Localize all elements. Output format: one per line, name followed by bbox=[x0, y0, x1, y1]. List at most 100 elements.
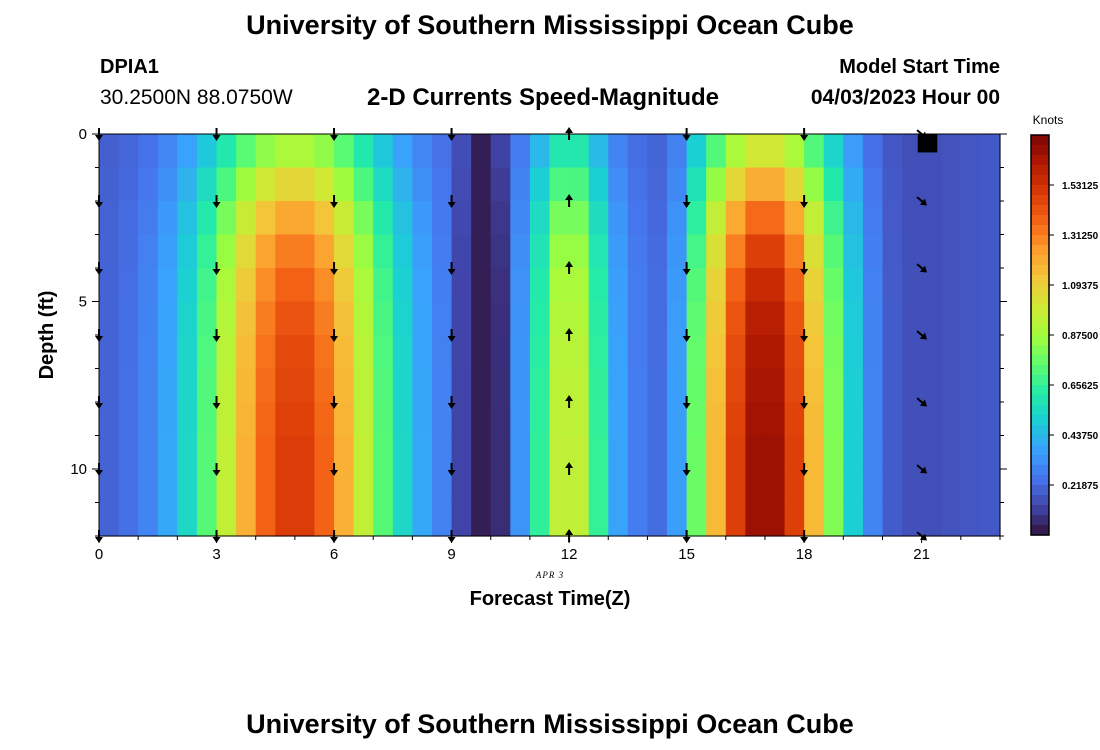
heatmap-cell bbox=[451, 201, 472, 236]
heatmap-cell bbox=[764, 167, 786, 202]
arrow-head bbox=[682, 336, 691, 342]
heatmap-cell bbox=[902, 301, 923, 336]
heatmap-cell bbox=[843, 301, 864, 336]
heatmap-cell bbox=[960, 167, 982, 202]
heatmap-cell bbox=[667, 368, 688, 403]
heatmap-cell bbox=[236, 335, 257, 370]
heatmap-cell bbox=[138, 134, 159, 169]
heatmap-cell bbox=[706, 469, 727, 504]
heatmap-cell bbox=[843, 435, 864, 470]
current-arrow bbox=[800, 195, 809, 208]
current-arrow bbox=[916, 196, 928, 206]
heatmap-cell bbox=[843, 368, 864, 403]
arrow-head bbox=[330, 202, 339, 208]
heatmap-cell bbox=[627, 201, 649, 236]
heatmap-cell bbox=[314, 368, 335, 403]
heatmap-cell bbox=[510, 502, 531, 537]
heatmap-cell bbox=[647, 368, 668, 403]
heatmap-cell bbox=[294, 469, 316, 504]
heatmap-cell bbox=[667, 201, 688, 236]
heatmap-cell bbox=[177, 201, 198, 236]
heatmap-cell bbox=[549, 201, 570, 236]
heatmap-cell bbox=[490, 167, 511, 202]
heatmap-cell bbox=[236, 201, 257, 236]
arrow-head bbox=[212, 403, 221, 409]
heatmap-cell bbox=[157, 469, 178, 504]
heatmap-cell bbox=[706, 134, 727, 169]
heatmap-cell bbox=[510, 268, 531, 303]
heatmap-cell bbox=[177, 134, 198, 169]
heatmap-cell bbox=[236, 134, 257, 169]
current-arrow bbox=[800, 262, 809, 275]
heatmap-cell bbox=[941, 469, 962, 504]
date-label: APR 3 bbox=[535, 570, 564, 580]
heatmap-cell bbox=[902, 368, 923, 403]
heatmap-cell bbox=[490, 435, 511, 470]
heatmap-cell bbox=[902, 134, 923, 169]
heatmap-cell bbox=[627, 335, 649, 370]
heatmap-cell bbox=[529, 301, 551, 336]
current-arrow bbox=[212, 195, 221, 208]
heatmap-cell bbox=[804, 167, 825, 202]
current-arrow bbox=[447, 262, 456, 275]
arrow-head bbox=[919, 399, 928, 407]
heatmap-cell bbox=[99, 268, 120, 303]
heatmap-cell bbox=[353, 167, 374, 202]
heatmap-cell bbox=[902, 469, 923, 504]
current-arrow bbox=[447, 195, 456, 208]
heatmap-cell bbox=[706, 234, 727, 269]
heatmap-cell bbox=[823, 469, 844, 504]
heatmap-cell bbox=[138, 402, 159, 437]
heatmap-cell bbox=[569, 134, 590, 169]
current-arrow bbox=[565, 395, 574, 408]
heatmap-cell bbox=[569, 435, 590, 470]
heatmap-cell bbox=[608, 435, 629, 470]
colorbar-tick-label: 1.09375 bbox=[1062, 281, 1099, 292]
heatmap-cell bbox=[236, 268, 257, 303]
heatmap-cell bbox=[451, 469, 472, 504]
chart-subtitle: 2-D Currents Speed-Magnitude bbox=[367, 84, 720, 111]
colorbar-segment bbox=[1031, 275, 1049, 286]
heatmap-cell bbox=[471, 335, 492, 370]
heatmap-cell bbox=[431, 469, 453, 504]
heatmap-cell bbox=[823, 167, 844, 202]
heatmap-cell bbox=[627, 268, 649, 303]
heatmap-cell bbox=[451, 301, 472, 336]
heatmap-cell bbox=[882, 268, 903, 303]
heatmap-cell bbox=[138, 335, 159, 370]
colorbar-segment bbox=[1031, 245, 1049, 256]
heatmap-cell bbox=[392, 268, 413, 303]
heatmap-cell bbox=[99, 502, 120, 537]
current-arrow bbox=[916, 330, 928, 340]
current-arrow bbox=[330, 262, 339, 275]
heatmap-cell bbox=[569, 201, 590, 236]
heatmap-cell bbox=[431, 167, 453, 202]
heatmap-cell bbox=[177, 301, 198, 336]
heatmap-cell bbox=[647, 301, 668, 336]
heatmap-cell bbox=[99, 402, 120, 437]
heatmap-cell bbox=[216, 502, 237, 537]
x-tick-label: 9 bbox=[447, 546, 455, 563]
heatmap-cell bbox=[549, 234, 570, 269]
colorbar-tick-label: 0.87500 bbox=[1062, 331, 1099, 342]
heatmap-cell bbox=[686, 234, 707, 269]
heatmap-cell bbox=[588, 201, 609, 236]
arrow-head bbox=[330, 470, 339, 476]
heatmap-cell bbox=[588, 469, 609, 504]
colorbar-segment bbox=[1031, 185, 1049, 196]
heatmap-cell bbox=[294, 268, 316, 303]
heatmap-cell bbox=[921, 268, 942, 303]
heatmap-cell bbox=[549, 268, 570, 303]
arrow-head bbox=[447, 269, 456, 275]
heatmap-cell bbox=[862, 469, 884, 504]
heatmap-cell bbox=[138, 201, 159, 236]
heatmap-cell bbox=[549, 502, 570, 537]
heatmap-cell bbox=[569, 301, 590, 336]
heatmap-cell bbox=[138, 268, 159, 303]
heatmap-cell bbox=[392, 201, 413, 236]
heatmap-cell bbox=[608, 469, 629, 504]
heatmap-cell bbox=[862, 268, 884, 303]
heatmap-cell bbox=[745, 301, 766, 336]
colorbar-segment bbox=[1031, 415, 1049, 426]
heatmap-cell bbox=[157, 435, 178, 470]
